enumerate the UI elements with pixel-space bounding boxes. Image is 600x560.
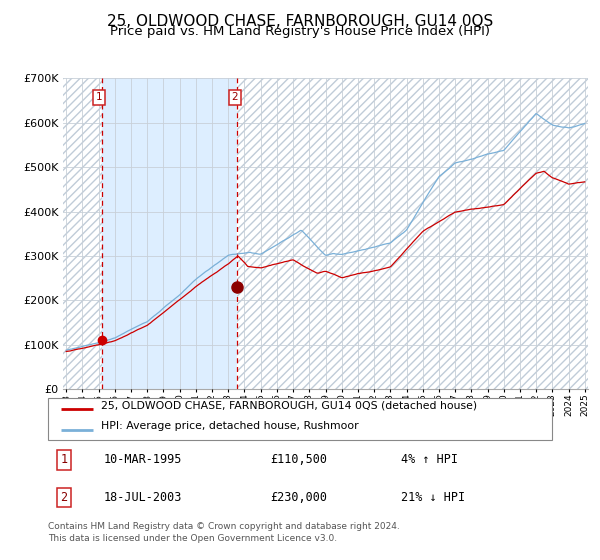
Text: 18-JUL-2003: 18-JUL-2003 [103, 491, 182, 504]
Text: Price paid vs. HM Land Registry's House Price Index (HPI): Price paid vs. HM Land Registry's House … [110, 25, 490, 38]
Bar [58, 78, 102, 389]
FancyBboxPatch shape [48, 398, 552, 440]
Text: 1: 1 [96, 92, 103, 102]
Bar [237, 78, 593, 389]
Text: £110,500: £110,500 [270, 453, 327, 466]
Text: 2: 2 [61, 491, 68, 504]
Text: 21% ↓ HPI: 21% ↓ HPI [401, 491, 465, 504]
Text: HPI: Average price, detached house, Rushmoor: HPI: Average price, detached house, Rush… [101, 421, 359, 431]
Text: Contains HM Land Registry data © Crown copyright and database right 2024.
This d: Contains HM Land Registry data © Crown c… [48, 522, 400, 543]
Bar [58, 78, 102, 389]
Bar [237, 78, 593, 389]
Text: 10-MAR-1995: 10-MAR-1995 [103, 453, 182, 466]
Text: 2: 2 [232, 92, 238, 102]
Bar [102, 78, 237, 389]
Text: 1: 1 [61, 453, 68, 466]
Text: £230,000: £230,000 [270, 491, 327, 504]
Text: 4% ↑ HPI: 4% ↑ HPI [401, 453, 458, 466]
Text: 25, OLDWOOD CHASE, FARNBOROUGH, GU14 0QS (detached house): 25, OLDWOOD CHASE, FARNBOROUGH, GU14 0QS… [101, 400, 477, 410]
Text: 25, OLDWOOD CHASE, FARNBOROUGH, GU14 0QS: 25, OLDWOOD CHASE, FARNBOROUGH, GU14 0QS [107, 14, 493, 29]
